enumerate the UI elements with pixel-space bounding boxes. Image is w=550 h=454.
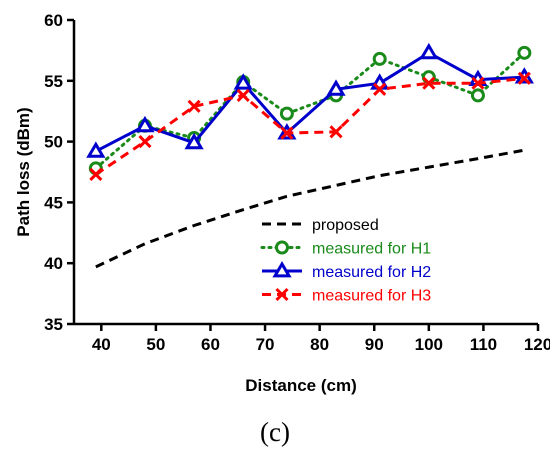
y-axis-title: Path loss (dBm) xyxy=(14,107,33,236)
x-marker-stroke xyxy=(236,88,250,102)
legend-item-1: proposed xyxy=(262,217,379,234)
series-line xyxy=(95,148,525,269)
x-marker-stroke xyxy=(187,99,201,113)
data-point-triangle xyxy=(272,261,292,278)
legend: proposed measured for H1 measured for H2 me… xyxy=(260,217,431,305)
data-point-x xyxy=(280,126,294,140)
data-point-x xyxy=(89,167,103,181)
x-tick-label: 70 xyxy=(256,335,275,354)
y-tick-label: 50 xyxy=(44,133,63,152)
legend-item-4: measured for H3 xyxy=(262,288,431,305)
y-tick-label: 45 xyxy=(44,193,63,212)
y-tick-label: 55 xyxy=(44,72,63,91)
data-point-triangle xyxy=(233,73,253,90)
x-tick-label: 50 xyxy=(146,335,165,354)
x-marker-stroke xyxy=(471,76,485,90)
series-1 xyxy=(95,148,525,269)
x-marker-stroke xyxy=(422,76,436,90)
data-point-circle xyxy=(470,88,485,103)
x-tick-label: 110 xyxy=(470,335,497,354)
data-point-triangle xyxy=(419,42,439,60)
data-point-triangle xyxy=(184,132,204,150)
series-line xyxy=(95,51,525,153)
y-tick-label: 40 xyxy=(44,254,63,273)
series-layer xyxy=(86,42,534,269)
data-point-circle xyxy=(275,240,289,255)
data-point-x xyxy=(187,99,201,113)
x-tick-label: 90 xyxy=(365,335,384,354)
series-line xyxy=(95,76,525,176)
data-point-circle xyxy=(372,51,387,66)
legend-label: proposed xyxy=(312,217,379,234)
legend-label: measured for H2 xyxy=(312,264,431,281)
y-tick-label: 60 xyxy=(44,11,63,30)
x-tick-label: 80 xyxy=(310,335,329,354)
legend-label: measured for H1 xyxy=(312,241,431,258)
data-point-x xyxy=(422,76,436,90)
x-tick-label: 100 xyxy=(415,335,443,354)
data-point-x xyxy=(471,76,485,90)
data-point-x xyxy=(275,287,289,302)
data-point-x xyxy=(329,125,343,139)
series-4 xyxy=(89,71,531,181)
panel-label: (c) xyxy=(260,417,290,447)
x-marker-stroke xyxy=(89,167,103,181)
y-tick-label: 35 xyxy=(44,315,63,334)
axes: 35 40 45 50 55 60 40 50 60 70 80 90 100 110 120 xyxy=(44,11,550,354)
data-point-x xyxy=(517,71,531,85)
x-marker-stroke xyxy=(275,287,289,302)
x-tick-label: 60 xyxy=(201,335,220,354)
data-point-x xyxy=(138,135,152,149)
x-marker-stroke xyxy=(280,126,294,140)
data-point-circle xyxy=(279,106,294,121)
data-point-x xyxy=(236,88,250,102)
x-tick-label: 40 xyxy=(92,335,111,354)
data-point-x xyxy=(373,82,387,96)
data-point-circle xyxy=(517,45,532,60)
series-3 xyxy=(86,42,534,158)
legend-label: measured for H3 xyxy=(312,288,431,305)
series-line xyxy=(94,51,526,170)
x-axis-title: Distance (cm) xyxy=(245,376,356,395)
legend-item-2: measured for H1 xyxy=(260,240,431,258)
x-marker-stroke xyxy=(329,125,343,139)
x-marker-stroke xyxy=(373,82,387,96)
x-tick-label: 120 xyxy=(524,335,550,354)
x-marker-stroke xyxy=(138,135,152,149)
data-point-triangle xyxy=(86,141,106,158)
data-point-triangle xyxy=(135,115,155,133)
x-marker-stroke xyxy=(517,71,531,85)
data-point-triangle xyxy=(326,79,346,96)
legend-item-3: measured for H2 xyxy=(262,261,431,281)
